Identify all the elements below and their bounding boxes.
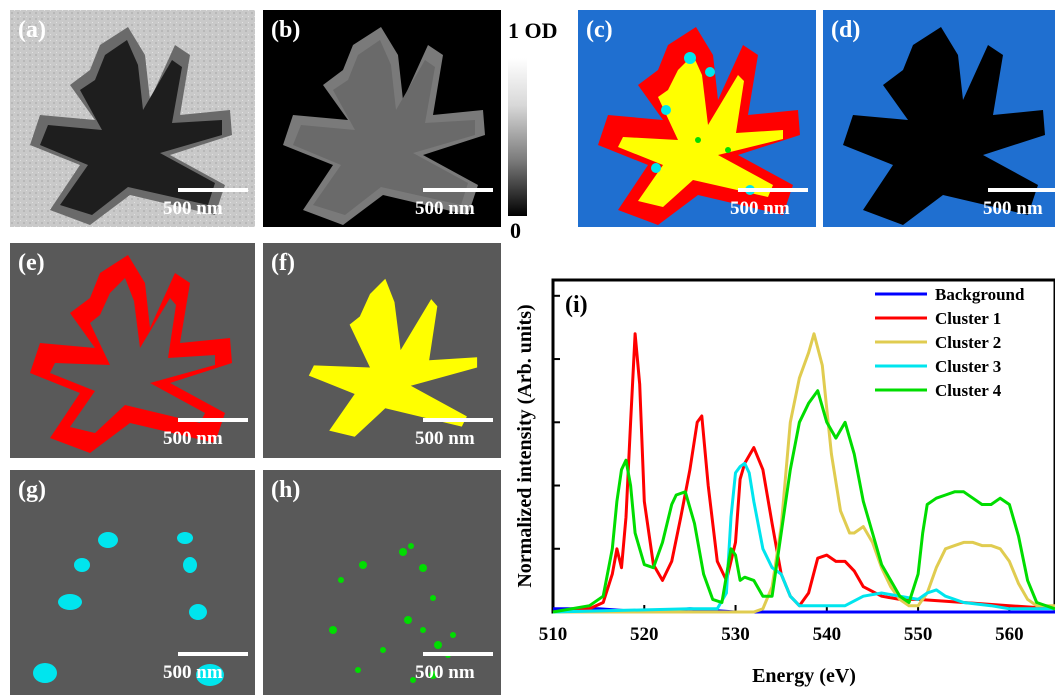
panel-label: (f) (271, 250, 295, 276)
scale-bar (178, 188, 248, 192)
colorbar-top-label: 1 OD (508, 18, 558, 43)
colorbar-bottom-label: 0 (510, 218, 521, 243)
x-tick-label: 520 (630, 624, 659, 645)
panel-b: (b) 500 nm (263, 10, 501, 227)
scale-bar (988, 188, 1055, 192)
scale-text: 500 nm (163, 662, 223, 683)
panel-label: (d) (831, 17, 861, 43)
od-colorbar (508, 58, 527, 216)
panel-h-image (329, 543, 456, 683)
panel-label: (a) (18, 17, 46, 43)
legend-label: Cluster 3 (935, 357, 1001, 376)
scale-text: 500 nm (730, 198, 790, 219)
panel-f-image (308, 278, 478, 437)
scale-text: 500 nm (983, 198, 1043, 219)
spectrum-chart: 510 520 530 540 550 560 (i) Background Cluster 1… (495, 262, 1055, 695)
scale-bar (738, 188, 808, 192)
panel-d-image (843, 27, 1045, 225)
scale-text: 500 nm (415, 198, 475, 219)
legend-label: Cluster 1 (935, 309, 1001, 328)
panel-label: (e) (18, 250, 45, 276)
scale-bar (178, 418, 248, 422)
x-tick-label: 560 (995, 624, 1024, 645)
scale-bar (423, 188, 493, 192)
panel-g: (g) 500 nm (10, 470, 255, 695)
panel-f: (f) 500 nm (263, 243, 501, 458)
panel-d: (d) 500 nm (823, 10, 1055, 227)
spectrum-chart-svg: 510 520 530 540 550 560 (i) Background Cluster 1… (514, 278, 1055, 687)
panel-a-image (10, 10, 255, 227)
panel-c-image (598, 27, 800, 225)
series-line-cluster-1 (552, 332, 1055, 614)
series-line-cluster-3 (552, 461, 1055, 614)
series-line-cluster-4 (552, 389, 1055, 614)
y-axis-label: Normalized intensity (Arb. units) (514, 304, 536, 587)
scale-text: 500 nm (163, 428, 223, 449)
panel-label: (c) (586, 17, 613, 43)
panel-e: (e) 500 nm (10, 243, 255, 458)
panel-g-image (33, 532, 224, 686)
panel-label: (b) (271, 17, 301, 43)
legend-label: Cluster 2 (935, 333, 1001, 352)
panel-e-image (30, 255, 232, 453)
scale-text: 500 nm (415, 428, 475, 449)
scale-bar (423, 418, 493, 422)
panel-a: (a) 500 nm (10, 10, 255, 227)
x-tick-label: 510 (539, 624, 568, 645)
panel-h: (h) 500 nm (263, 470, 501, 695)
scale-bar (178, 652, 248, 656)
legend-label: Background (935, 285, 1025, 304)
panel-label: (g) (18, 477, 46, 503)
scale-text: 500 nm (415, 662, 475, 683)
x-axis-label: Energy (eV) (752, 665, 856, 687)
panel-b-image (283, 27, 485, 225)
panel-label: (h) (271, 477, 301, 503)
x-tick-label: 550 (904, 624, 933, 645)
x-tick-label: 540 (813, 624, 842, 645)
panel-c: (c) 500 nm (578, 10, 816, 227)
scale-bar (423, 652, 493, 656)
legend-label: Cluster 4 (935, 381, 1002, 400)
x-tick-label: 530 (721, 624, 750, 645)
chart-panel-label: (i) (565, 292, 588, 318)
scale-text: 500 nm (163, 198, 223, 219)
